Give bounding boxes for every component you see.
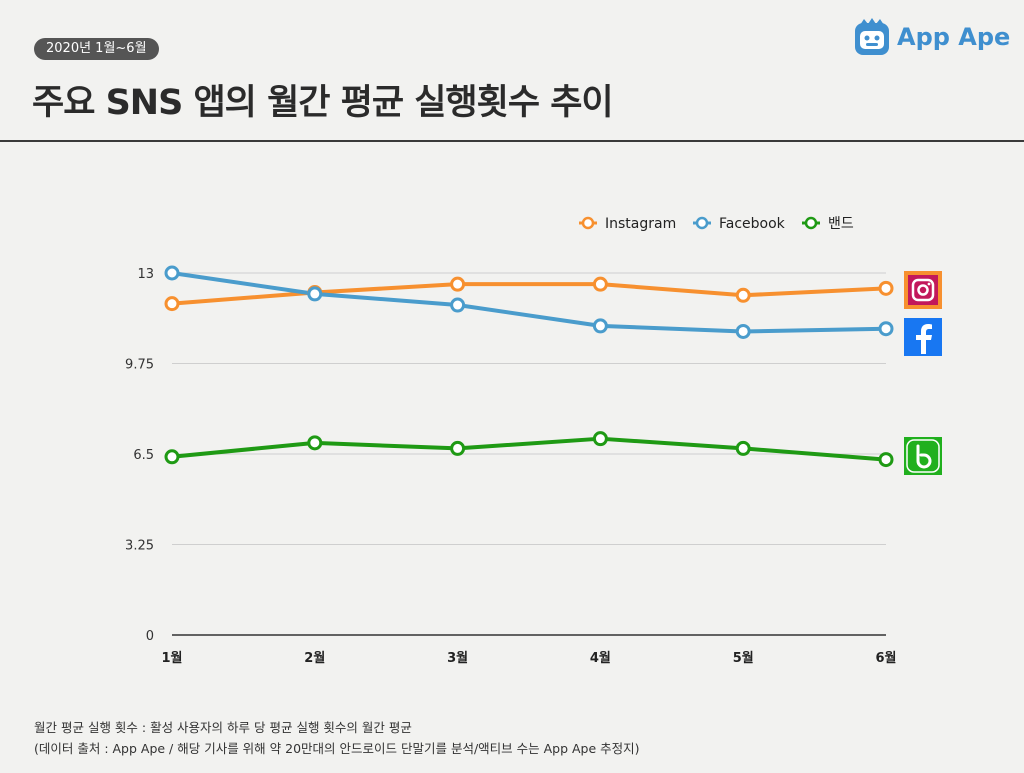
footnotes: 월간 평균 실행 횟수 : 활성 사용자의 하루 당 평균 실행 횟수의 월간 … (34, 717, 640, 759)
band-icon (904, 437, 942, 475)
facebook-data-point (307, 286, 323, 302)
instagram-icon (904, 271, 942, 309)
band-series-line (171, 436, 887, 462)
facebook-icon (904, 318, 942, 356)
legend-swatch-marker (695, 216, 709, 230)
app-icons (904, 271, 942, 475)
instagram-data-point (592, 276, 608, 292)
period-badge: 2020년 1월~6월 (34, 38, 159, 60)
footnote-source: (데이터 출처 : App Ape / 해당 기사를 위해 약 20만대의 안드… (34, 741, 640, 756)
facebook-data-point (878, 321, 894, 337)
series-lines (171, 271, 887, 462)
instagram-data-point (164, 296, 180, 312)
y-tick-label: 6.5 (133, 448, 154, 463)
brand-name: App Ape (897, 23, 1011, 51)
y-tick-label: 0 (146, 629, 154, 644)
instagram-icon-lens (917, 284, 929, 296)
legend-swatch-marker (581, 216, 595, 230)
header-divider (0, 140, 1024, 142)
band-icon-border (906, 439, 940, 473)
band-data-point (164, 449, 180, 465)
instagram-series-line (171, 282, 887, 306)
legend-label: 밴드 (828, 216, 854, 232)
grid-layer: 0 3.25 6.5 9.75 13 1월 2월 3월 4월 5월 6월 (125, 267, 896, 666)
x-tick-label: 2월 (304, 650, 325, 666)
facebook-icon-glyph (916, 324, 932, 354)
brand-logo: App Ape (854, 16, 1010, 58)
facebook-series-line (171, 271, 887, 334)
instagram-data-point (878, 280, 894, 296)
legend-label: Facebook (719, 216, 786, 232)
band-icon-glyph (916, 444, 932, 469)
instagram-icon-camera (911, 278, 935, 302)
instagram-data-point (450, 276, 466, 292)
x-tick-label: 4월 (590, 650, 611, 666)
legend-swatch-marker (804, 216, 818, 230)
x-tick-label: 3월 (447, 650, 468, 666)
instagram-icon-flash (927, 282, 931, 286)
page-title: 주요 SNS 앱의 월간 평균 실행횟수 추이 (32, 83, 614, 123)
band-data-point (307, 435, 323, 451)
series-points (164, 265, 894, 468)
band-data-point (450, 440, 466, 456)
line-chart: 0 3.25 6.5 9.75 13 1월 2월 3월 4월 5월 6월 Instagram Face… (125, 216, 942, 666)
y-tick-label: 9.75 (125, 358, 154, 373)
legend: Instagram Facebook 밴드 (579, 216, 854, 232)
band-data-point (735, 440, 751, 456)
app-ape-mascot-icon (855, 18, 889, 55)
y-tick-label: 13 (137, 267, 154, 282)
facebook-data-point (164, 265, 180, 281)
y-tick-label: 3.25 (125, 539, 154, 554)
band-data-point (878, 452, 894, 468)
x-tick-label: 5월 (733, 650, 754, 666)
instagram-data-point (735, 287, 751, 303)
footnote-definition: 월간 평균 실행 횟수 : 활성 사용자의 하루 당 평균 실행 횟수의 월간 … (34, 720, 412, 735)
band-data-point (592, 431, 608, 447)
x-tick-label: 6월 (875, 650, 896, 666)
facebook-data-point (450, 297, 466, 313)
legend-label: Instagram (605, 216, 676, 232)
x-tick-label: 1월 (161, 650, 182, 666)
facebook-data-point (735, 323, 751, 339)
facebook-data-point (592, 318, 608, 334)
